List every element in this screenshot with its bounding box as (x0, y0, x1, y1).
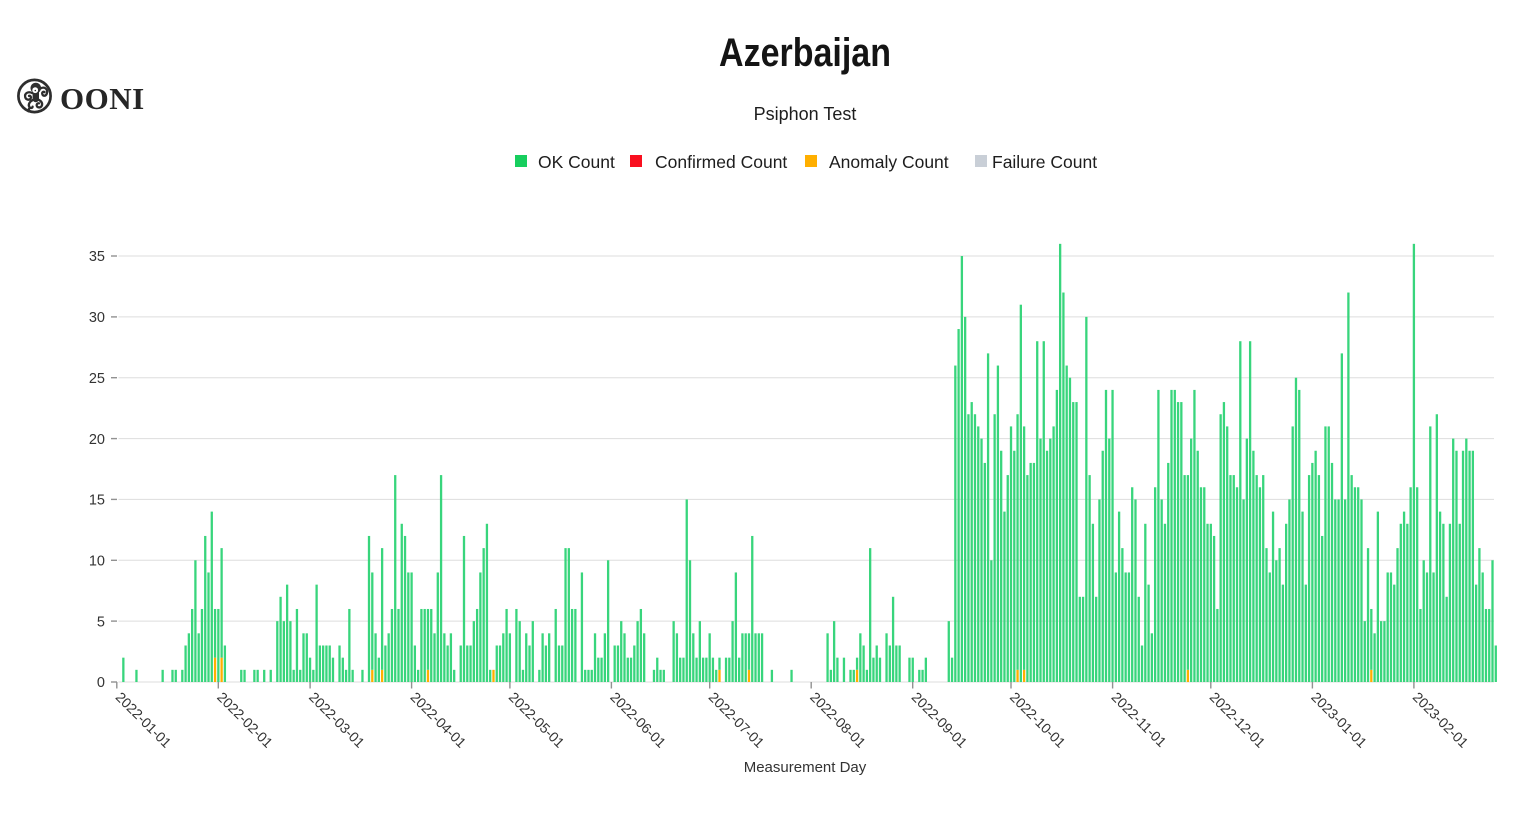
svg-text:2022-03-01: 2022-03-01 (306, 689, 368, 751)
svg-text:20: 20 (89, 432, 105, 448)
svg-text:2022-02-01: 2022-02-01 (214, 689, 276, 751)
svg-text:0: 0 (97, 675, 105, 691)
svg-text:30: 30 (89, 310, 105, 326)
svg-text:2022-09-01: 2022-09-01 (909, 689, 971, 751)
svg-text:2023-02-01: 2023-02-01 (1410, 689, 1472, 751)
svg-text:2022-05-01: 2022-05-01 (506, 689, 568, 751)
svg-text:25: 25 (89, 371, 105, 387)
svg-text:2022-08-01: 2022-08-01 (807, 689, 869, 751)
svg-text:2022-06-01: 2022-06-01 (607, 689, 669, 751)
svg-text:2022-04-01: 2022-04-01 (407, 689, 469, 751)
svg-text:2022-12-01: 2022-12-01 (1207, 689, 1269, 751)
svg-text:2022-10-01: 2022-10-01 (1007, 689, 1069, 751)
svg-text:10: 10 (89, 554, 105, 570)
svg-text:2022-01-01: 2022-01-01 (113, 689, 175, 751)
svg-text:2023-01-01: 2023-01-01 (1308, 689, 1370, 751)
svg-text:35: 35 (89, 249, 105, 265)
svg-text:2022-11-01: 2022-11-01 (1108, 689, 1169, 750)
svg-text:2022-07-01: 2022-07-01 (706, 689, 768, 751)
svg-text:15: 15 (89, 493, 105, 509)
svg-text:5: 5 (97, 614, 105, 630)
